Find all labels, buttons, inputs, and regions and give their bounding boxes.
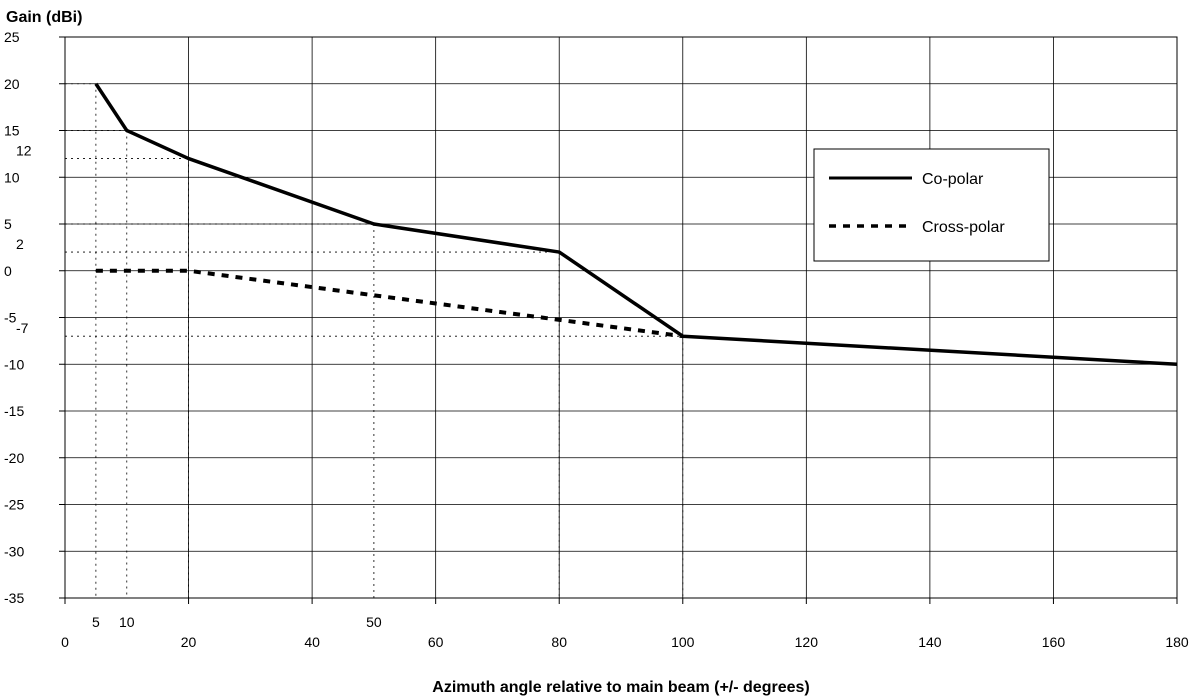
- x-reference-label: 5: [92, 614, 100, 630]
- x-tick-label: 20: [181, 634, 197, 650]
- y-reference-label: -7: [16, 320, 29, 336]
- x-tick-label: 0: [61, 634, 69, 650]
- y-tick-label: -15: [4, 403, 24, 419]
- y-tick-label: -25: [4, 497, 24, 513]
- y-tick-label: 10: [4, 169, 20, 185]
- series-line-cross-polar: [95, 268, 684, 339]
- x-tick-label: 140: [918, 634, 942, 650]
- y-axis-ticks: 25 20 15 10 5 0 -5 -10 -15 -20 -25 -30 -35 12 2 -7: [4, 29, 65, 606]
- y-reference-label: 12: [16, 143, 32, 159]
- y-tick-label: -30: [4, 543, 24, 559]
- y-tick-label: -20: [4, 450, 24, 466]
- x-tick-label: 40: [304, 634, 320, 650]
- grid-layer: [64, 36, 1178, 599]
- y-tick-label: 25: [4, 29, 20, 45]
- x-tick-label: 180: [1165, 634, 1189, 650]
- y-tick-label: 20: [4, 76, 20, 92]
- y-tick-label: 15: [4, 123, 20, 139]
- reference-lines: [65, 83, 684, 598]
- x-tick-label: 80: [551, 634, 567, 650]
- y-tick-label: 5: [4, 216, 12, 232]
- y-tick-label: -35: [4, 590, 24, 606]
- legend: Co-polar Cross-polar: [813, 148, 1050, 262]
- x-reference-label: 10: [119, 614, 135, 630]
- x-tick-label: 60: [428, 634, 444, 650]
- y-tick-label: -10: [4, 356, 24, 372]
- x-axis-ticks: 0 20 40 60 80 100 120 140 160 180 5 10 50: [61, 598, 1189, 650]
- y-axis-title: Gain (dBi): [6, 9, 82, 26]
- x-axis-title: Azimuth angle relative to main beam (+/-…: [432, 679, 809, 696]
- x-tick-label: 100: [671, 634, 695, 650]
- y-reference-label: 2: [16, 236, 24, 252]
- x-tick-label: 120: [795, 634, 819, 650]
- series-layer: [94, 82, 1178, 366]
- x-tick-label: 160: [1042, 634, 1066, 650]
- legend-box: [813, 148, 1050, 262]
- x-reference-label: 50: [366, 614, 382, 630]
- y-tick-label: -5: [4, 310, 17, 326]
- y-tick-label: 0: [4, 263, 12, 279]
- legend-label-co-polar: Co-polar: [922, 171, 984, 188]
- legend-label-cross-polar: Cross-polar: [922, 219, 1005, 236]
